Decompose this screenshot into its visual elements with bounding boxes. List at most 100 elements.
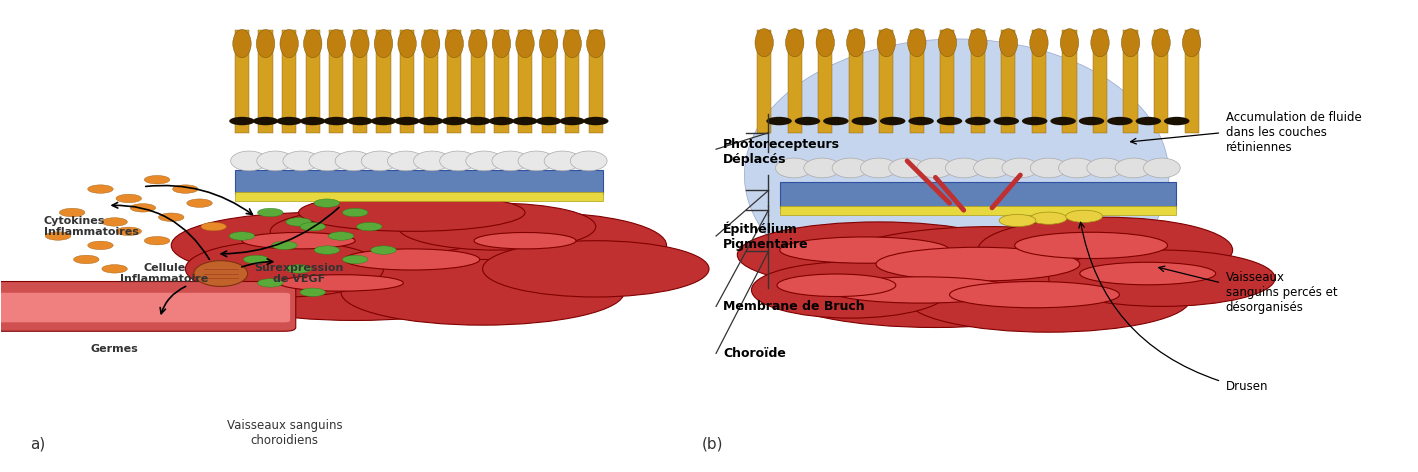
Ellipse shape	[1003, 158, 1039, 178]
FancyBboxPatch shape	[1093, 30, 1107, 133]
FancyBboxPatch shape	[447, 30, 461, 133]
FancyBboxPatch shape	[0, 293, 291, 322]
Ellipse shape	[465, 151, 502, 171]
Circle shape	[201, 222, 227, 231]
Ellipse shape	[861, 158, 898, 178]
Circle shape	[1164, 117, 1190, 125]
Ellipse shape	[780, 237, 950, 263]
Ellipse shape	[822, 227, 1161, 311]
Ellipse shape	[200, 255, 510, 320]
Ellipse shape	[978, 217, 1232, 283]
Ellipse shape	[878, 29, 896, 57]
Ellipse shape	[440, 151, 476, 171]
Circle shape	[130, 203, 156, 212]
Ellipse shape	[908, 29, 926, 57]
Text: a): a)	[30, 437, 45, 452]
Ellipse shape	[342, 260, 624, 325]
Ellipse shape	[950, 281, 1119, 308]
FancyBboxPatch shape	[542, 30, 556, 133]
Ellipse shape	[492, 30, 510, 58]
FancyBboxPatch shape	[235, 170, 603, 194]
FancyBboxPatch shape	[235, 193, 603, 201]
Ellipse shape	[1151, 29, 1170, 57]
Ellipse shape	[271, 208, 496, 255]
FancyBboxPatch shape	[1062, 30, 1076, 133]
Ellipse shape	[876, 247, 1079, 281]
Ellipse shape	[411, 212, 666, 278]
Circle shape	[394, 117, 420, 125]
Circle shape	[230, 232, 255, 240]
FancyBboxPatch shape	[780, 182, 1176, 208]
Ellipse shape	[257, 222, 596, 306]
Ellipse shape	[186, 241, 383, 297]
Circle shape	[272, 241, 298, 250]
Circle shape	[766, 117, 791, 125]
Text: (b): (b)	[702, 437, 723, 452]
Ellipse shape	[1015, 232, 1167, 259]
Ellipse shape	[414, 151, 451, 171]
Circle shape	[937, 117, 963, 125]
Circle shape	[794, 117, 820, 125]
FancyBboxPatch shape	[1184, 30, 1198, 133]
Circle shape	[102, 265, 128, 273]
Text: Surexpression
de VEGF: Surexpression de VEGF	[254, 263, 343, 284]
Ellipse shape	[279, 30, 298, 58]
Circle shape	[356, 222, 381, 231]
Ellipse shape	[1061, 29, 1079, 57]
Ellipse shape	[279, 275, 403, 291]
FancyBboxPatch shape	[400, 30, 414, 133]
Text: Accumulation de fluide
dans les couches
rétiniennes: Accumulation de fluide dans les couches …	[1225, 111, 1361, 154]
Ellipse shape	[786, 29, 804, 57]
Ellipse shape	[335, 151, 372, 171]
Circle shape	[286, 218, 312, 226]
FancyBboxPatch shape	[940, 30, 954, 133]
Text: Épithélium
Pigmentaire: Épithélium Pigmentaire	[723, 221, 808, 251]
Ellipse shape	[946, 158, 983, 178]
Circle shape	[418, 117, 444, 125]
Circle shape	[60, 208, 85, 217]
Circle shape	[1022, 117, 1048, 125]
Ellipse shape	[815, 29, 834, 57]
FancyBboxPatch shape	[566, 30, 580, 133]
Ellipse shape	[374, 30, 393, 58]
Circle shape	[277, 117, 302, 125]
Circle shape	[966, 117, 991, 125]
Circle shape	[370, 246, 396, 254]
Circle shape	[116, 227, 142, 236]
Ellipse shape	[518, 151, 554, 171]
Ellipse shape	[1000, 29, 1018, 57]
Ellipse shape	[345, 249, 479, 270]
Circle shape	[560, 117, 586, 125]
Circle shape	[145, 176, 170, 184]
Circle shape	[536, 117, 562, 125]
FancyBboxPatch shape	[910, 30, 925, 133]
Circle shape	[323, 117, 349, 125]
FancyBboxPatch shape	[757, 30, 771, 133]
Ellipse shape	[1031, 158, 1068, 178]
FancyBboxPatch shape	[495, 30, 509, 133]
Circle shape	[74, 255, 99, 264]
Ellipse shape	[387, 151, 424, 171]
Circle shape	[1031, 212, 1068, 224]
FancyBboxPatch shape	[588, 30, 603, 133]
Circle shape	[187, 199, 213, 207]
Ellipse shape	[309, 151, 346, 171]
Circle shape	[512, 117, 537, 125]
Ellipse shape	[1183, 29, 1201, 57]
Circle shape	[465, 117, 491, 125]
FancyBboxPatch shape	[353, 30, 367, 133]
FancyBboxPatch shape	[1001, 30, 1015, 133]
FancyBboxPatch shape	[235, 30, 250, 133]
Ellipse shape	[299, 194, 525, 231]
FancyBboxPatch shape	[471, 30, 485, 133]
Ellipse shape	[780, 262, 1090, 328]
Ellipse shape	[737, 222, 1021, 287]
Text: Vaisseaux
sanguins percés et
désorganisés: Vaisseaux sanguins percés et désorganisé…	[1225, 271, 1337, 314]
Circle shape	[286, 265, 312, 273]
Text: Germes: Germes	[91, 344, 139, 354]
FancyBboxPatch shape	[376, 30, 390, 133]
Circle shape	[301, 117, 326, 125]
Ellipse shape	[832, 158, 869, 178]
Circle shape	[852, 117, 876, 125]
FancyBboxPatch shape	[1032, 30, 1046, 133]
